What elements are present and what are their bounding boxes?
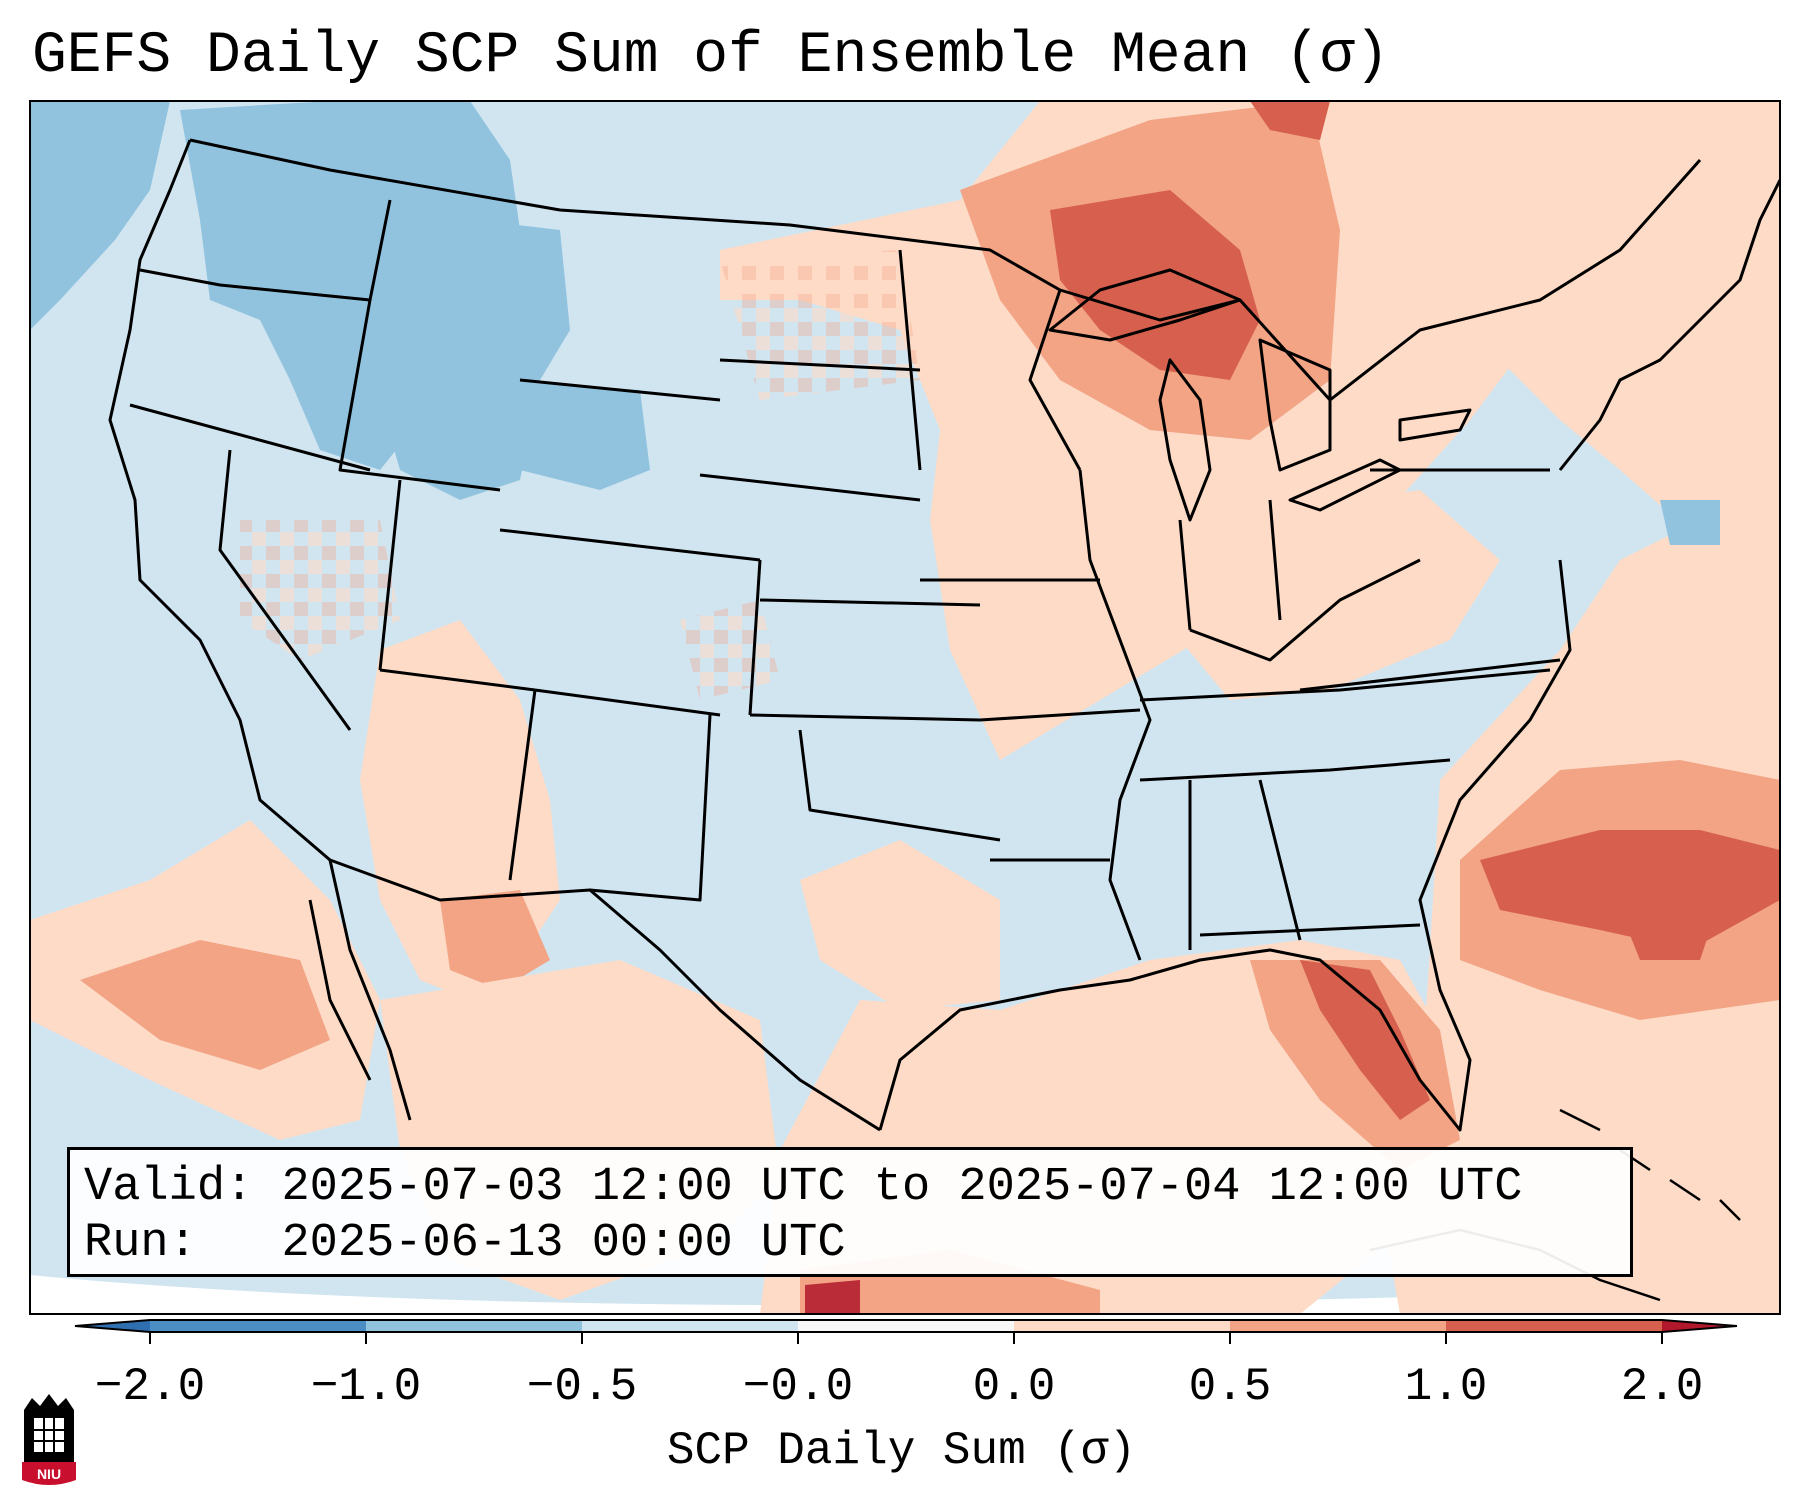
colorbar-tick-label: −2.0 — [94, 1361, 206, 1413]
border-oh-in — [1178, 519, 1192, 631]
region-upper-midwest-warm — [720, 101, 1560, 760]
lake-michigan — [1158, 358, 1212, 522]
colorbar-tick-label: 2.0 — [1620, 1361, 1704, 1413]
gulf-coast — [878, 559, 1572, 1132]
niu-logo: NIU — [22, 1394, 76, 1485]
border-ohio-river — [1189, 558, 1421, 662]
border-nv-ca — [218, 449, 352, 731]
niu-logo-text: NIU — [37, 1466, 61, 1482]
new-england-coast — [1558, 179, 1780, 471]
us-mexico-border — [329, 858, 881, 1132]
colorbar-tick-label: −1.0 — [310, 1361, 422, 1413]
border-ut-az — [379, 668, 536, 692]
state-borders — [108, 138, 1780, 1132]
region-florida-orange — [1250, 960, 1460, 1170]
region-northeast-warm — [1400, 101, 1780, 540]
border-oh-pa — [1268, 499, 1282, 621]
gulf-of-california — [308, 899, 372, 1081]
border-mn-wi — [1028, 289, 1082, 471]
run-time: 2025-06-13 00:00 UTC — [281, 1217, 846, 1270]
valid-time: 2025-07-03 12:00 UTC to 2025-07-04 12:00… — [281, 1161, 1523, 1214]
border-az-nm — [508, 689, 537, 881]
border-tn-south — [1139, 758, 1451, 782]
colorbar-bin — [1014, 1320, 1230, 1332]
border-co-ks — [748, 559, 762, 716]
border-tn-ky — [1139, 668, 1551, 702]
border-nv-ut — [378, 479, 402, 671]
colorbar-tick-label: 1.0 — [1404, 1361, 1488, 1413]
colorbar-bin — [798, 1320, 1014, 1332]
border-ne-ks — [759, 598, 981, 607]
border-co-nm — [534, 688, 721, 717]
colorbar-bin — [366, 1320, 582, 1332]
region-ohio-valley-warm — [1180, 490, 1500, 700]
colorbar-label: SCP Daily Sum (σ) — [666, 1425, 1137, 1477]
colorbar-tick-label: 0.5 — [1188, 1361, 1272, 1413]
lake-erie — [1288, 458, 1402, 512]
colorbar-ticks — [149, 1332, 1663, 1344]
border-nm-tx — [589, 714, 712, 902]
lake-ontario — [1398, 408, 1472, 442]
border-wa-or — [139, 268, 371, 302]
region-superior-red — [1250, 101, 1330, 140]
mississippi-river — [1078, 469, 1152, 961]
colorbar-bin — [1230, 1320, 1446, 1332]
run-label: Run: — [84, 1217, 197, 1270]
lake-huron — [1258, 338, 1332, 472]
border-va-nc — [1299, 658, 1561, 692]
border-wy-co — [499, 528, 761, 562]
region-atlantic-red-2 — [1620, 900, 1720, 960]
border-dakotas-mn — [898, 249, 922, 471]
colorbar-over-arrow — [1662, 1320, 1737, 1332]
region-great-lakes-red — [1050, 190, 1260, 380]
region-pacific-coast-blue — [30, 101, 170, 330]
colorbar-bin — [150, 1320, 366, 1332]
region-pacific-mexico-orange — [80, 940, 330, 1070]
border-or-ca — [129, 403, 371, 472]
border-ks-ok — [749, 713, 981, 722]
valid-label: Valid: — [84, 1161, 254, 1214]
border-al-ga — [1258, 779, 1302, 941]
region-wyoming-blue — [500, 380, 650, 490]
canada-border — [189, 138, 1702, 402]
colorbar — [74, 1319, 1738, 1344]
region-yucatan-red — [805, 1280, 860, 1314]
bahamas — [1559, 1108, 1741, 1221]
colorbar-tick-label: 0.0 — [972, 1361, 1056, 1413]
colorbar-bin — [1446, 1320, 1662, 1332]
colorbar-under-arrow — [75, 1320, 150, 1332]
border-mo-ar — [979, 708, 1141, 722]
colorbar-bin — [582, 1320, 798, 1332]
map-frame — [29, 100, 1781, 1315]
region-arizona-orange — [440, 890, 550, 990]
border-sd-ne — [699, 473, 921, 502]
border-mt-wy — [519, 378, 721, 402]
map-title: GEFS Daily SCP Sum of Ensemble Mean (σ) — [32, 24, 1390, 89]
baja-california — [328, 859, 412, 1121]
valid-run-info-box: Valid: 2025-07-03 12:00 UTC to 2025-07-0… — [67, 1147, 1633, 1277]
lake-superior — [1048, 268, 1242, 342]
outside-domain-corner — [30, 1275, 1780, 1314]
region-florida-red — [1300, 960, 1430, 1120]
colorbar-tick-label: −0.0 — [742, 1361, 854, 1413]
border-nd-sd — [719, 358, 921, 372]
border-idaho-mt — [338, 199, 501, 492]
border-ga-fl — [1199, 923, 1421, 937]
scp-field — [30, 101, 1780, 1314]
region-east-coast-blue — [1660, 500, 1720, 545]
region-west-speckle — [240, 520, 400, 660]
border-tx-ok — [798, 729, 1001, 842]
region-texas-warm — [800, 840, 1000, 1010]
west-coast — [108, 139, 331, 862]
colorbar-tick-label: −0.5 — [526, 1361, 638, 1413]
